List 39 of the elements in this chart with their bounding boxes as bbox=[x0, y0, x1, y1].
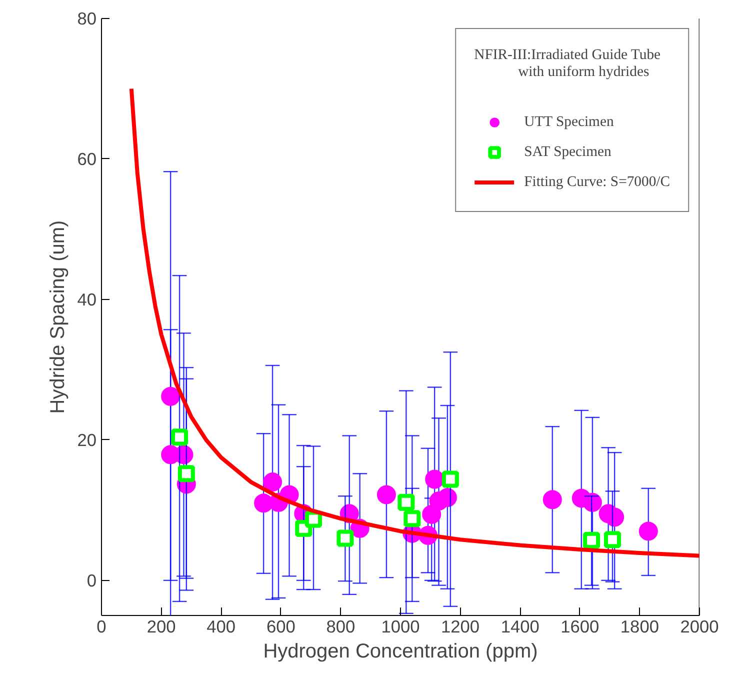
point bbox=[604, 531, 621, 548]
point bbox=[404, 510, 421, 528]
legend-title: NFIR-III:Irradiated Guide Tube with uniform hydrides bbox=[474, 47, 662, 81]
x-axis-title: Hydrogen Concentration (ppm) bbox=[263, 640, 538, 662]
point bbox=[442, 470, 459, 488]
y-tick-label: 40 bbox=[77, 289, 97, 310]
x-tick-label: 1200 bbox=[441, 616, 480, 636]
point bbox=[605, 508, 624, 527]
line-series bbox=[129, 86, 700, 558]
x-tick-label: 600 bbox=[266, 616, 296, 636]
point bbox=[161, 386, 180, 406]
point bbox=[638, 522, 658, 541]
y-tick-label: 0 bbox=[86, 570, 97, 590]
y-tick-label: 20 bbox=[77, 430, 97, 450]
x-tick-label: 2000 bbox=[680, 616, 719, 636]
point bbox=[376, 485, 396, 504]
x-tick-label: 1800 bbox=[620, 616, 659, 636]
y-axis-title: Hydride Spacing (um) bbox=[47, 220, 70, 414]
y-tick-label: 60 bbox=[77, 148, 97, 169]
legend-label: SAT Specimen bbox=[524, 144, 612, 160]
point bbox=[178, 465, 195, 482]
point bbox=[583, 532, 600, 549]
point bbox=[542, 490, 562, 510]
point bbox=[336, 530, 354, 547]
point bbox=[263, 472, 282, 492]
x-tick-label: 400 bbox=[206, 616, 236, 636]
point bbox=[422, 504, 442, 524]
x-tick-label: 1000 bbox=[381, 616, 420, 636]
y-tick-label: 80 bbox=[77, 8, 97, 28]
x-tick-label: 800 bbox=[326, 616, 356, 636]
point bbox=[398, 494, 415, 511]
legend-label: UTT Specimen bbox=[524, 114, 614, 130]
point bbox=[304, 510, 322, 528]
x-tick-label: 200 bbox=[146, 616, 176, 636]
point bbox=[438, 488, 457, 507]
x-tick-label: 1600 bbox=[560, 616, 600, 636]
legend-label: Fitting Curve: S=7000/C bbox=[524, 174, 670, 190]
point bbox=[171, 428, 188, 446]
x-tick-label: 1400 bbox=[500, 616, 540, 636]
